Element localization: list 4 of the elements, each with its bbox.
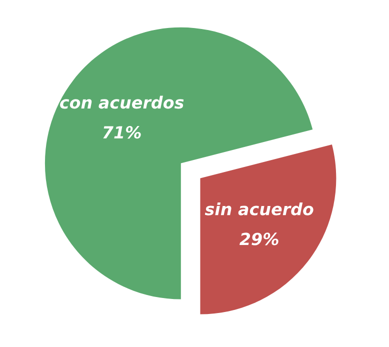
data-label: 29% bbox=[240, 232, 278, 246]
data-label: 71% bbox=[103, 126, 141, 139]
slice-label: sin acuerdo bbox=[204, 202, 314, 216]
slice-label: con acuerdos bbox=[60, 96, 184, 109]
